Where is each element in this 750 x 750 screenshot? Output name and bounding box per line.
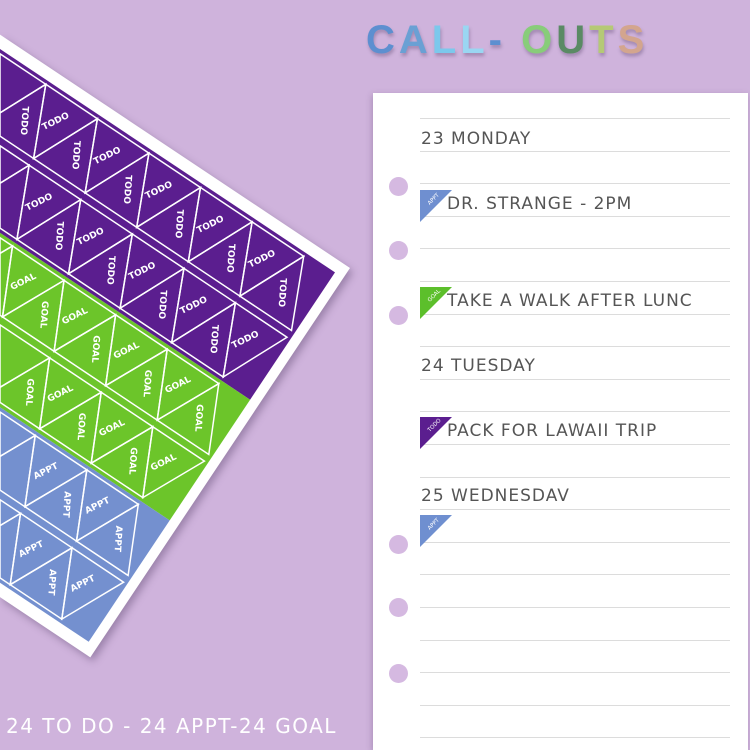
ruled-line — [420, 607, 730, 608]
ruled-line — [420, 574, 730, 576]
title-letter: U — [556, 18, 590, 62]
title-letter: A — [398, 18, 432, 62]
ruled-line — [420, 150, 730, 152]
footer-caption: 24 TO DO - 24 APPT-24 GOAL — [6, 714, 337, 738]
sticker-triangle — [75, 502, 140, 577]
sticker-label: APPT — [45, 569, 57, 597]
ruled-line — [420, 346, 730, 348]
binder-hole — [389, 598, 408, 617]
sticker-label: TODO — [276, 278, 288, 308]
ruled-line — [420, 541, 730, 543]
ruled-line — [420, 704, 730, 706]
sticker-label: TODO — [121, 175, 133, 205]
title-letter: T — [589, 18, 618, 62]
callout-tag-appt: APPT — [420, 515, 452, 547]
ruled-line — [420, 672, 730, 674]
sticker-band-todo — [0, 49, 335, 400]
sticker-label: APPT — [60, 491, 72, 519]
ruled-line — [420, 737, 730, 739]
sticker-label: TODO — [104, 255, 116, 285]
sticker-label: GOAL — [75, 412, 87, 440]
title-letter — [506, 18, 521, 63]
sticker-triangle — [222, 301, 289, 379]
sticker-label: GOAL — [23, 378, 35, 406]
ruled-line — [420, 313, 730, 315]
sticker-label: TODO — [207, 324, 219, 354]
sticker-label: TODO — [69, 140, 81, 170]
callout-tag-appt: APPT — [420, 190, 452, 222]
title-letter: L — [431, 18, 461, 62]
binder-hole — [389, 177, 408, 196]
ruled-line — [420, 476, 730, 478]
title-letter: S — [617, 18, 649, 62]
planner-entry: DR. STRANGE - 2PM — [447, 194, 633, 214]
ruled-line — [420, 215, 730, 217]
title-letter: C — [366, 18, 399, 62]
ruled-line — [420, 118, 730, 119]
binder-hole — [389, 306, 408, 325]
sticker-label: GOAL — [126, 447, 138, 475]
sticker-triangle — [60, 546, 126, 621]
sticker-label: APPT — [112, 525, 124, 553]
planner-entry: PACK FOR LAWAII TRIP — [447, 421, 658, 441]
title-letter: - — [488, 18, 506, 62]
callout-tag-todo: TODO — [420, 417, 452, 449]
sticker-triangle — [238, 254, 305, 332]
callout-tag-goal: GOAL — [420, 287, 452, 319]
binder-hole — [389, 241, 408, 260]
sticker-label: TODO — [172, 209, 184, 239]
sticker-band-goal — [0, 232, 251, 521]
ruled-line — [420, 509, 730, 511]
planner-entry: TAKE A WALK AFTER LUNC — [447, 291, 693, 311]
planner-entry: 25 WEDNESDAV — [421, 486, 570, 506]
sticker-label: TODO — [224, 243, 236, 273]
ruled-line — [420, 183, 730, 185]
sticker-label: TODO — [18, 106, 30, 136]
ruled-line — [420, 248, 730, 250]
sticker-triangle — [155, 382, 220, 456]
sticker-band-appt — [0, 407, 170, 642]
ruled-line — [420, 378, 730, 380]
sticker-triangle — [141, 425, 206, 500]
binder-hole — [389, 535, 408, 554]
planner-page: 23 MONDAY APPT DR. STRANGE - 2PM GOAL TAKE A… — [373, 93, 748, 750]
sticker-sheet: TODO TODO TODO TODO TODO TODO TODO TODO TODO TODO… — [0, 34, 350, 658]
planner-entry: 24 TUESDAY — [421, 356, 536, 376]
sticker-label: GOAL — [141, 369, 153, 397]
binder-hole — [389, 664, 408, 683]
sticker-label: GOAL — [37, 301, 49, 329]
ruled-line — [420, 281, 730, 282]
planner-entry: 23 MONDAY — [421, 129, 532, 149]
sticker-label: TODO — [156, 290, 168, 320]
ruled-line — [420, 444, 730, 445]
page-title: CALL- OUTS — [366, 18, 648, 63]
title-letter: O — [521, 18, 557, 62]
sticker-label: TODO — [53, 221, 65, 251]
ruled-line — [420, 639, 730, 641]
title-letter: L — [460, 18, 489, 62]
sticker-label: GOAL — [89, 335, 101, 363]
sticker-label: GOAL — [192, 404, 204, 432]
ruled-line — [420, 411, 730, 413]
